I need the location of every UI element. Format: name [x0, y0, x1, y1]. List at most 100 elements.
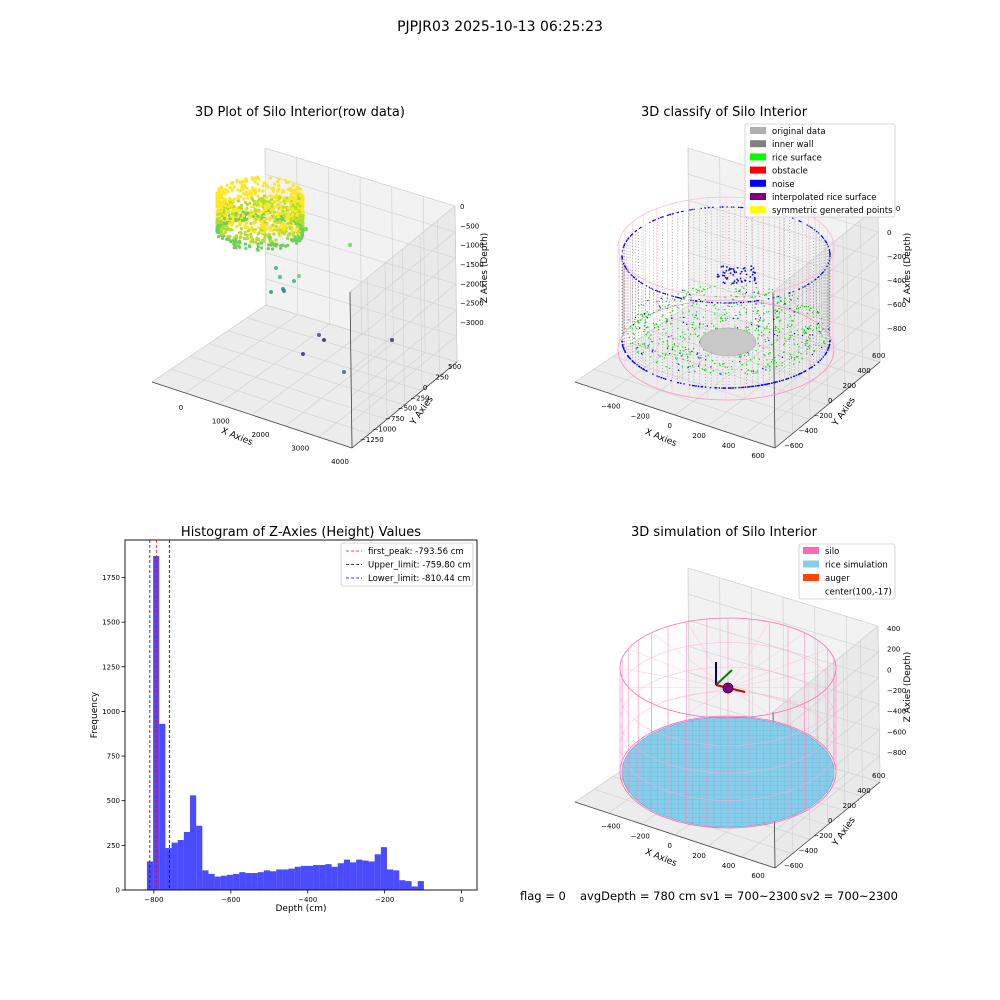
noise-point	[671, 213, 673, 215]
outlier-point	[292, 279, 296, 283]
rice-surface-point	[624, 327, 626, 329]
rice-surface-point	[686, 360, 689, 362]
rice-surface-point	[764, 339, 766, 341]
raw-point	[264, 228, 268, 231]
raw-point	[291, 222, 295, 226]
rice-surface-point	[662, 341, 665, 343]
rice-surface-point	[645, 334, 647, 336]
noise-point	[656, 290, 658, 292]
rice-surface-point	[665, 353, 667, 355]
raw-point	[230, 188, 234, 192]
raw-point	[256, 245, 260, 249]
rice-surface-point	[736, 327, 739, 329]
y-tick-label: 1500	[102, 619, 120, 627]
rice-surface-point	[669, 311, 671, 314]
rice-surface-point	[754, 306, 756, 309]
rice-surface-point	[781, 309, 783, 311]
rice-surface-point	[724, 372, 727, 375]
raw-point	[216, 223, 221, 227]
raw-point	[300, 221, 304, 225]
rice-surface-point	[798, 361, 801, 363]
raw-point	[259, 231, 263, 235]
raw-point	[257, 226, 261, 230]
noise-point	[677, 211, 680, 213]
rice-surface-point	[745, 312, 747, 314]
raw-point	[220, 214, 224, 218]
raw-point	[274, 204, 278, 208]
rice-surface-point	[726, 317, 729, 320]
rice-surface-point	[803, 305, 806, 308]
tick-label: 400	[722, 442, 735, 450]
noise-point	[662, 377, 665, 380]
silo-roof-line	[651, 687, 729, 704]
raw-point	[266, 185, 270, 189]
raw-point	[226, 226, 230, 230]
footer-sv1: sv1 = 700~2300	[700, 889, 798, 903]
noise-point	[652, 220, 654, 222]
raw-point	[270, 195, 274, 199]
noise-point	[690, 299, 692, 301]
rice-surface-point	[654, 327, 656, 329]
rice-surface-point	[696, 335, 699, 338]
rice-surface-point	[688, 338, 691, 340]
rice-surface-point	[645, 316, 648, 318]
figure-suptitle: PJPJR03 2025-10-13 06:25:23	[397, 19, 603, 35]
rice-surface-point	[743, 287, 745, 289]
panel2-legend-items: original data inner wall rice surface obsta…	[750, 127, 893, 216]
noise-point	[704, 207, 706, 209]
rice-surface-point	[662, 352, 664, 355]
rice-surface-point	[669, 353, 671, 355]
raw-point	[276, 210, 280, 214]
rice-surface-point	[770, 361, 773, 363]
raw-point	[219, 185, 223, 189]
raw-point	[228, 234, 232, 238]
raw-point	[252, 202, 256, 206]
raw-point	[298, 200, 301, 203]
rice-surface-point	[645, 326, 648, 329]
rice-surface-point	[698, 290, 700, 292]
tick-label: −500	[398, 405, 417, 413]
noise-point	[634, 230, 636, 233]
rice-surface-point	[789, 353, 792, 356]
noise-point	[672, 295, 675, 298]
panel2-title: 3D classify of Silo Interior	[641, 105, 808, 120]
rice-surface-point	[765, 311, 768, 313]
raw-point	[248, 189, 252, 193]
noise-cluster-point	[755, 282, 757, 285]
noise-point	[671, 295, 673, 297]
rice-surface-point	[696, 317, 698, 319]
rice-surface-point	[767, 292, 770, 294]
raw-point	[243, 200, 247, 204]
noise-point	[621, 343, 624, 346]
noise-point	[621, 250, 624, 252]
rice-surface-point	[812, 312, 814, 314]
tick-label: 0	[828, 397, 832, 405]
rice-surface-point	[706, 325, 708, 327]
noise-point	[640, 367, 643, 369]
rice-surface-point	[773, 360, 776, 362]
noise-point	[653, 219, 655, 222]
rice-surface-point	[773, 310, 775, 312]
raw-point	[296, 191, 300, 195]
noise-point	[680, 382, 682, 385]
raw-point	[294, 228, 298, 232]
rice-surface-point	[661, 315, 663, 318]
noise-point	[774, 381, 777, 384]
rice-surface-point	[724, 296, 726, 298]
rice-surface-point	[658, 319, 661, 321]
rice-surface-point	[679, 350, 681, 352]
histogram-bar	[257, 872, 264, 890]
raw-point	[284, 205, 288, 209]
histogram-bar	[356, 859, 363, 890]
rice-surface-point	[766, 359, 768, 361]
noise-point	[822, 356, 825, 358]
noise-cluster-point	[749, 280, 751, 283]
rice-surface-point	[745, 326, 747, 329]
raw-point	[250, 228, 254, 232]
noise-point	[803, 370, 805, 373]
noise-point	[810, 366, 812, 369]
histogram-bar	[294, 866, 301, 890]
raw-point	[222, 208, 226, 212]
rice-surface-point	[695, 311, 698, 313]
raw-point	[219, 206, 223, 210]
